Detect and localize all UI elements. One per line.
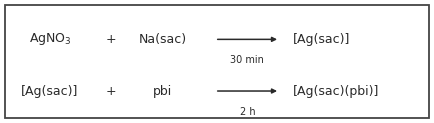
Text: +: + xyxy=(105,33,116,46)
Text: [Ag(sac)]: [Ag(sac)] xyxy=(21,85,79,98)
Text: pbi: pbi xyxy=(153,85,172,98)
Text: AgNO$_3$: AgNO$_3$ xyxy=(29,31,71,47)
Text: 30 min: 30 min xyxy=(230,55,264,65)
Text: 2 h: 2 h xyxy=(240,107,255,117)
Text: [Ag(sac)(pbi)]: [Ag(sac)(pbi)] xyxy=(293,85,379,98)
Text: Na(sac): Na(sac) xyxy=(139,33,187,46)
Text: [Ag(sac)]: [Ag(sac)] xyxy=(293,33,350,46)
Text: +: + xyxy=(105,85,116,98)
